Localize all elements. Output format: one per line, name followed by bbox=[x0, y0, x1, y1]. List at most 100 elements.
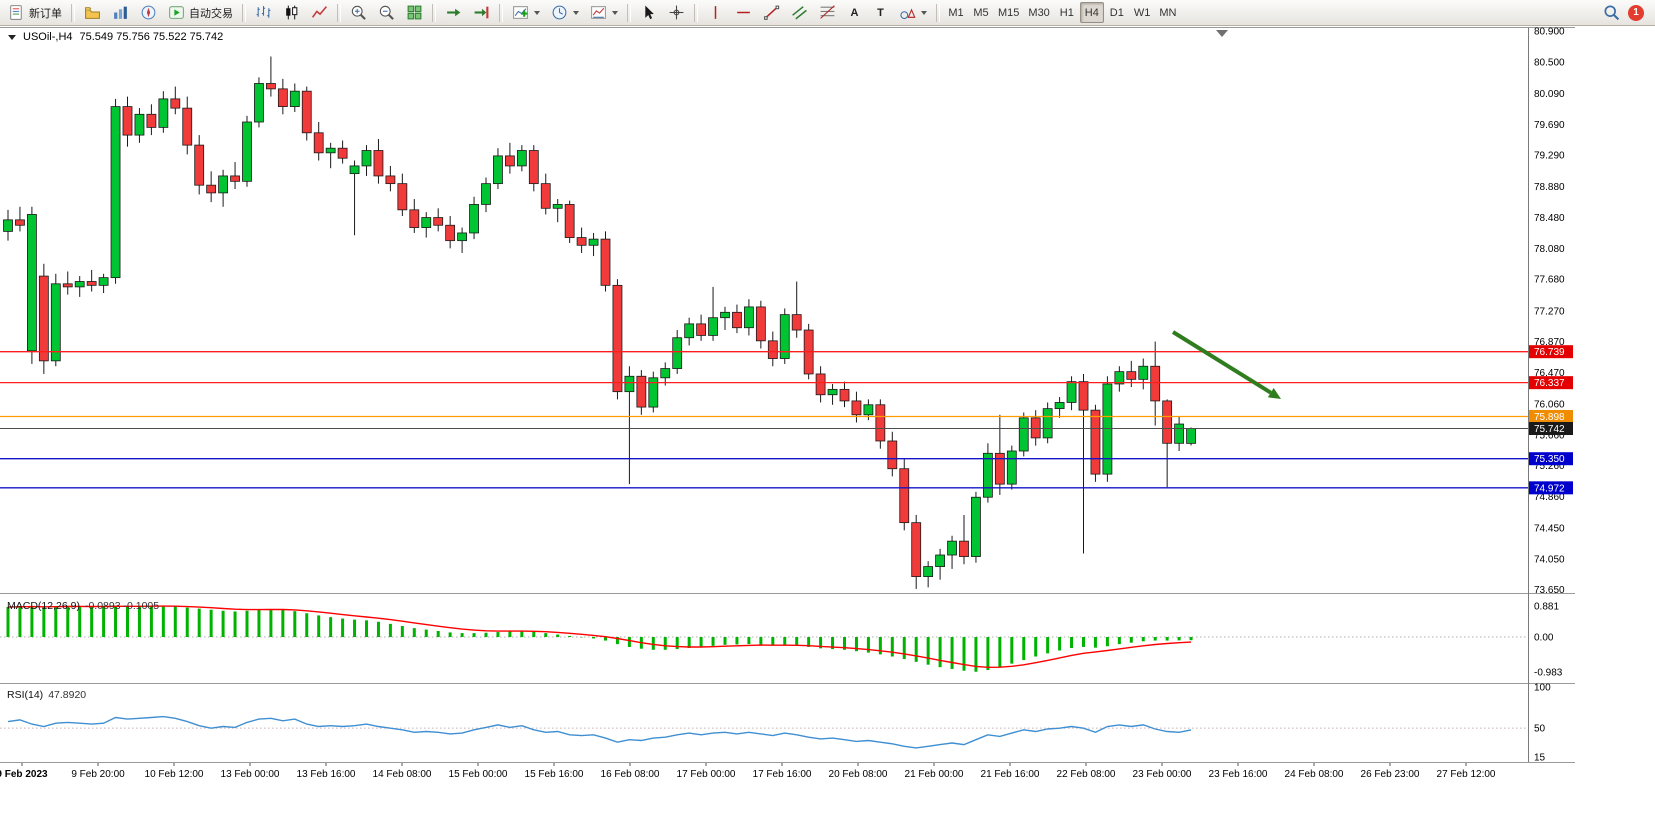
bull-candle bbox=[983, 452, 993, 498]
periods-button[interactable] bbox=[546, 2, 584, 23]
timeframe-mn-button[interactable]: MN bbox=[1155, 2, 1180, 23]
autotrading-button[interactable]: 自动交易 bbox=[163, 2, 238, 23]
trend-arrow-annotation[interactable] bbox=[1171, 330, 1272, 395]
bar-chart-button[interactable] bbox=[250, 2, 277, 23]
cursor-icon bbox=[645, 5, 654, 20]
zoom-out-icon bbox=[379, 5, 394, 20]
trendline-tool-button[interactable] bbox=[758, 2, 785, 23]
price-tag bbox=[1529, 422, 1573, 436]
price-axis-label: 80.090 bbox=[1534, 89, 1565, 100]
price-axis-label: 73.650 bbox=[1534, 585, 1565, 596]
timeframe-w1-button[interactable]: W1 bbox=[1130, 2, 1155, 23]
bear-candle bbox=[696, 323, 706, 336]
bear-candle bbox=[170, 98, 181, 109]
text-label-tool-icon: T bbox=[877, 6, 884, 19]
indicators-button[interactable] bbox=[507, 2, 545, 23]
bear-candle bbox=[959, 540, 969, 557]
bull-candle bbox=[421, 217, 432, 228]
profiles-button[interactable] bbox=[79, 2, 106, 23]
text-tool-button[interactable]: A bbox=[842, 2, 867, 23]
fibonacci-tool-button[interactable] bbox=[814, 2, 841, 23]
timeframe-m15-button[interactable]: M15 bbox=[994, 2, 1023, 23]
one-click-trading-toggle-icon[interactable] bbox=[8, 34, 16, 40]
bull-candle bbox=[660, 368, 671, 379]
bull-candle bbox=[1006, 450, 1017, 485]
search-button[interactable] bbox=[1598, 2, 1625, 23]
bear-candle bbox=[1078, 381, 1089, 411]
auto-scroll-button[interactable] bbox=[440, 2, 467, 23]
auto-scroll-icon bbox=[447, 8, 461, 17]
bull-candle bbox=[588, 238, 599, 246]
bear-candle bbox=[875, 404, 886, 442]
rsi-line bbox=[7, 715, 1192, 749]
price-axis-label: 78.480 bbox=[1534, 213, 1565, 224]
crosshair-tool-button[interactable] bbox=[663, 2, 690, 23]
text-label-tool-button[interactable]: T bbox=[868, 2, 893, 23]
vertical-line-tool-button[interactable] bbox=[702, 2, 729, 23]
timeframe-m1-button[interactable]: M1 bbox=[944, 2, 968, 23]
new-order-button[interactable]: 新订单 bbox=[3, 2, 67, 23]
bear-candle bbox=[564, 204, 575, 238]
chart-shift-marker[interactable] bbox=[1216, 30, 1228, 37]
chart-title: USOil-,H4 75.549 75.756 75.522 75.742 bbox=[8, 31, 223, 43]
bear-candle bbox=[122, 106, 133, 136]
macd-axis-label: 0.00 bbox=[1534, 633, 1554, 644]
bear-candle bbox=[1126, 371, 1137, 380]
shapes-dropdown-caret-icon bbox=[921, 10, 927, 15]
horizontal-line-tool-button[interactable] bbox=[730, 2, 757, 23]
fibonacci-icon bbox=[820, 5, 835, 19]
timeframe-h1-button[interactable]: H1 bbox=[1055, 2, 1079, 23]
panel-frames bbox=[0, 27, 1575, 763]
bull-candle bbox=[720, 311, 730, 319]
time-axis-label: 27 Feb 12:00 bbox=[1437, 769, 1496, 780]
crosshair-icon bbox=[669, 5, 684, 20]
toolbar-separator bbox=[627, 3, 631, 22]
time-axis-label: 13 Feb 00:00 bbox=[221, 769, 280, 780]
macd-name: MACD(12,26,9) bbox=[7, 600, 80, 612]
macd-signal-line bbox=[7, 605, 1192, 669]
macd-panel bbox=[0, 605, 1528, 672]
timeframe-h4-button[interactable]: H4 bbox=[1079, 2, 1104, 23]
bear-candle bbox=[755, 306, 766, 342]
bull-candle bbox=[481, 183, 491, 205]
templates-button[interactable] bbox=[585, 2, 623, 23]
zoom-out-button[interactable] bbox=[373, 2, 400, 23]
bull-candle bbox=[947, 540, 957, 556]
text-tool-icon: A bbox=[850, 6, 859, 19]
price-tag-label: 75.898 bbox=[1534, 412, 1565, 423]
bull-candle bbox=[158, 98, 169, 128]
toolbar-separator bbox=[499, 3, 503, 22]
notifications-badge[interactable]: 1 bbox=[1628, 4, 1644, 21]
timeframe-m5-button[interactable]: M5 bbox=[969, 2, 993, 23]
rsi-panel bbox=[0, 715, 1528, 749]
timeframe-m30-button[interactable]: M30 bbox=[1024, 2, 1053, 23]
candlestick-chart-button[interactable] bbox=[278, 2, 305, 23]
bear-candle bbox=[277, 88, 288, 107]
bear-candle bbox=[504, 155, 515, 167]
price-axis-label: 79.290 bbox=[1534, 151, 1565, 162]
zoom-in-button[interactable] bbox=[345, 2, 372, 23]
candlestick-chart-icon bbox=[286, 5, 298, 20]
tile-windows-button[interactable] bbox=[401, 2, 428, 23]
cursor-tool-button[interactable] bbox=[635, 2, 662, 23]
horizontal-line-icon bbox=[737, 11, 750, 14]
shapes-tool-button[interactable] bbox=[894, 2, 932, 23]
timeframe-d1-button[interactable]: D1 bbox=[1105, 2, 1129, 23]
channel-tool-button[interactable] bbox=[786, 2, 813, 23]
navigator-button[interactable] bbox=[135, 2, 162, 23]
rsi-axis-label: 50 bbox=[1534, 724, 1546, 735]
time-axis-label: 26 Feb 23:00 bbox=[1361, 769, 1420, 780]
market-watch-button[interactable] bbox=[107, 2, 134, 23]
shapes-icon bbox=[900, 8, 916, 20]
bull-candle bbox=[624, 375, 635, 393]
chart-shift-button[interactable] bbox=[468, 2, 495, 23]
periods-clock-icon bbox=[552, 5, 567, 20]
bar-chart-icon bbox=[256, 6, 271, 18]
bull-candle bbox=[218, 175, 229, 194]
profiles-icon bbox=[85, 7, 100, 19]
bear-candle bbox=[1150, 365, 1161, 402]
bear-candle bbox=[230, 175, 240, 182]
line-chart-button[interactable] bbox=[306, 2, 333, 23]
price-axis-label: 74.450 bbox=[1534, 524, 1565, 535]
